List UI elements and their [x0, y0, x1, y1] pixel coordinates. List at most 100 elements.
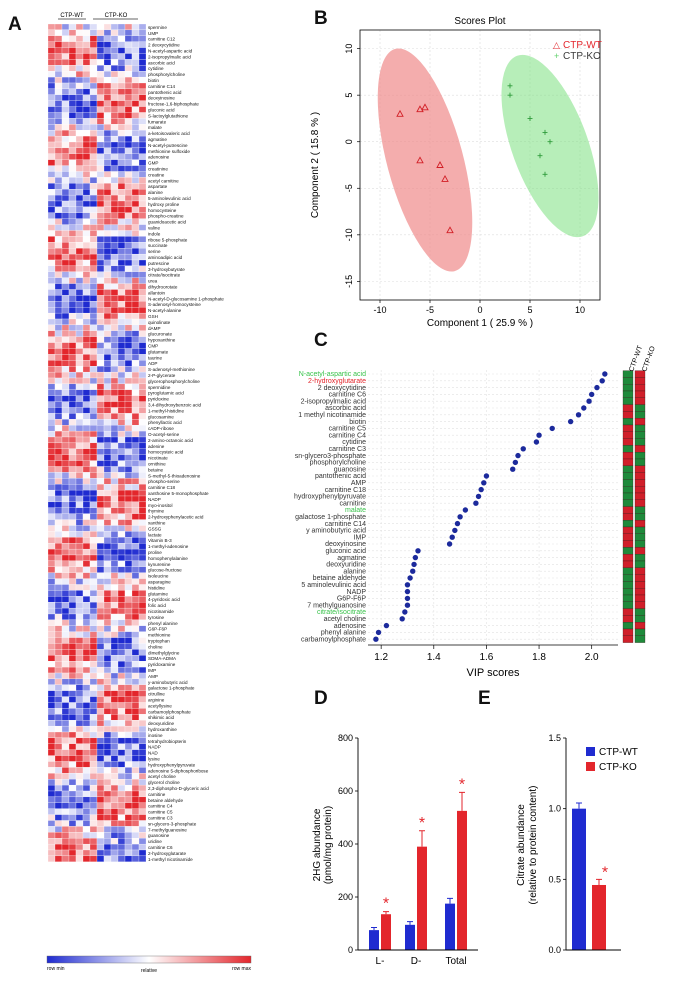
heatmap-cell	[54, 572, 63, 579]
heatmap-cell	[96, 330, 105, 337]
wt-score-point	[436, 161, 444, 168]
heatmap-cell	[124, 767, 133, 774]
heatmap-cell	[82, 383, 91, 390]
heatmap-cell	[89, 625, 98, 632]
heatmap-cell	[131, 65, 140, 72]
heatmap-cell	[47, 236, 56, 243]
legend-ko-swatch	[586, 762, 595, 771]
heatmap-cell	[117, 189, 126, 196]
heatmap-cell	[89, 537, 98, 544]
vip-label: AMP	[351, 480, 367, 487]
panel-label-d: D	[314, 688, 328, 709]
heatmap-cell	[61, 631, 70, 638]
heatmap-cell	[96, 832, 105, 839]
heatmap-cell	[96, 625, 105, 632]
heatmap-cell	[47, 578, 56, 585]
legend-wt-swatch	[586, 747, 595, 756]
heatmap-cell	[75, 419, 84, 426]
heatmap-cell	[75, 743, 84, 750]
heatmap-cell	[131, 472, 140, 479]
heatmap-cell	[124, 430, 133, 438]
heatmap-cell	[68, 301, 77, 308]
heatmap-cell	[68, 419, 77, 426]
heatmap-cell	[117, 720, 126, 727]
citrate-legend-ko: CTP-KO	[599, 762, 637, 773]
heatmap-cell	[61, 130, 70, 137]
heatmap-cell	[110, 690, 119, 697]
heatmap-cell	[89, 631, 98, 638]
heatmap-cell	[54, 773, 63, 780]
heatmap-cell	[138, 661, 147, 668]
heatmap-cell	[75, 383, 84, 390]
heatmap-cell	[103, 419, 112, 426]
heatmap-cell	[68, 94, 77, 101]
heatmap-cell	[47, 118, 56, 125]
heatmap-cell	[117, 578, 126, 585]
heatmap-cell	[47, 572, 56, 579]
heatmap-cell	[47, 47, 56, 54]
heatmap-cell	[138, 442, 147, 449]
heatmap-cell	[75, 513, 84, 520]
vip-point	[594, 384, 600, 391]
heatmap-row-label: carnitine C3	[148, 816, 173, 821]
heatmap-cell	[131, 773, 140, 780]
heatmap-cell	[89, 749, 98, 756]
heatmap-cell	[131, 59, 140, 66]
heatmap-cell	[68, 684, 77, 691]
heatmap-cell	[110, 855, 119, 862]
heatmap-cell	[110, 590, 119, 597]
heatmap-row-label: deoxyuridine	[148, 721, 174, 726]
heatmap-cell	[117, 489, 126, 497]
heatmap-cell	[117, 607, 126, 615]
heatmap-cell	[61, 843, 70, 851]
heatmap-cell	[103, 159, 112, 166]
heatmap-cell	[68, 76, 77, 84]
heatmap-cell	[54, 354, 63, 361]
heatmap-cell	[96, 779, 105, 786]
heatmap-cell	[96, 495, 105, 503]
vip-point	[520, 446, 526, 452]
heatmap-cell	[117, 35, 126, 42]
heatmap-cell	[103, 725, 112, 733]
heatmap-cell	[124, 849, 133, 857]
heatmap-cell	[138, 749, 147, 756]
heatmap-cell	[131, 548, 140, 556]
heatmap-cell	[61, 590, 70, 597]
heatmap-cell	[75, 537, 84, 544]
heatmap-cell	[54, 855, 63, 862]
heatmap-cell	[75, 519, 84, 526]
heatmap-cell	[89, 784, 98, 792]
heatmap-cell	[138, 773, 147, 780]
heatmap-cell	[82, 784, 91, 792]
heatmap-cell	[131, 165, 140, 172]
heatmap-row-label: adenosine 5-diphosphoribose	[148, 768, 209, 773]
heatmap-cell	[61, 283, 70, 290]
heatmap-cell	[124, 189, 133, 196]
heatmap-cell	[103, 814, 112, 821]
heatmap-cell	[47, 301, 56, 308]
heatmap-cell	[96, 23, 105, 31]
heatmap-row-label: 2-isopropylmalic acid	[148, 54, 191, 59]
heatmap-cell	[54, 330, 63, 337]
heatmap-cell	[110, 230, 119, 237]
heatmap-cell	[68, 200, 77, 208]
heatmap-cell	[124, 371, 133, 379]
heatmap-cell	[96, 407, 105, 414]
heatmap-cell	[54, 590, 63, 597]
heatmap-cell	[131, 224, 140, 231]
heatmap-cell	[138, 224, 147, 231]
heatmap-cell	[138, 259, 147, 267]
heatmap-cell	[96, 631, 105, 638]
heatmap-cell	[96, 295, 105, 302]
heatmap-cell	[110, 513, 119, 520]
y-tick-label: 1.5	[548, 733, 561, 743]
heatmap-cell	[124, 413, 133, 420]
heatmap-cell	[117, 312, 126, 320]
heatmap-row-label: creatine	[148, 172, 165, 177]
y-tick-label: -15	[344, 275, 354, 288]
heatmap-cell	[138, 153, 147, 160]
heatmap-cell	[82, 761, 91, 768]
heatmap-cell	[96, 200, 105, 208]
heatmap-cell	[82, 489, 91, 497]
